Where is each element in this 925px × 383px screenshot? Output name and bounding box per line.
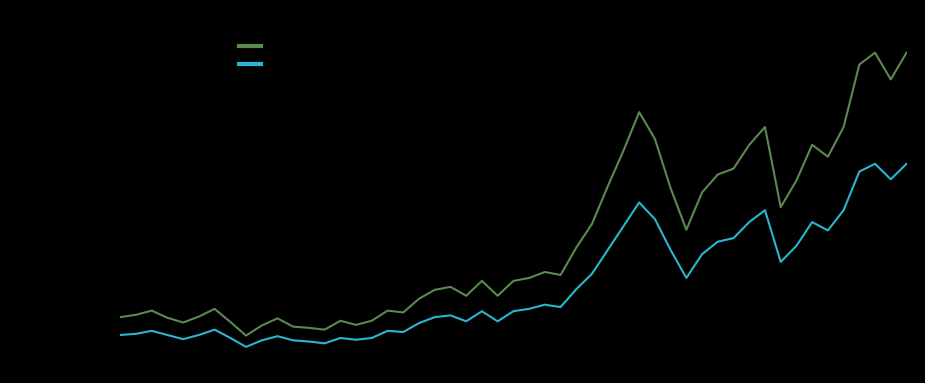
Legend: , : ,: [236, 39, 270, 73]
